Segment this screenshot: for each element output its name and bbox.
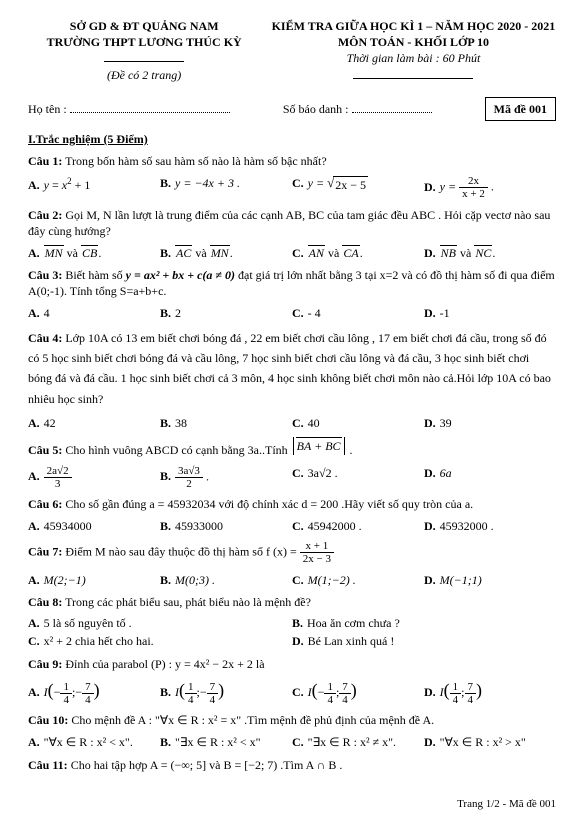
question-7: Câu 7: Điểm M nào sau đây thuộc đồ thị h…: [28, 540, 556, 587]
page-footer: Trang 1/2 - Mã đề 001: [28, 797, 556, 812]
dept: SỞ GD & ĐT QUẢNG NAM: [28, 18, 260, 34]
exam-header: SỞ GD & ĐT QUẢNG NAM TRƯỜNG THPT LƯƠNG T…: [28, 18, 556, 83]
header-left: SỞ GD & ĐT QUẢNG NAM TRƯỜNG THPT LƯƠNG T…: [28, 18, 260, 83]
section-title: I.Trắc nghiệm (5 Điểm): [28, 131, 556, 147]
sbd-field: Số báo danh :: [283, 101, 432, 117]
question-8: Câu 8: Trong các phát biểu sau, phát biể…: [28, 594, 556, 651]
subject: MÔN TOÁN - KHỐI LỚP 10: [271, 34, 556, 50]
exam-time: Thời gian làm bài : 60 Phút: [271, 50, 556, 66]
divider: [104, 61, 184, 62]
name-field: Họ tên :: [28, 101, 230, 117]
question-3: Câu 3: Biết hàm số y = ax² + bx + c(a ≠ …: [28, 267, 556, 322]
exam-code: Mã đề 001: [485, 97, 556, 121]
info-row: Họ tên : Số báo danh : Mã đề 001: [28, 97, 556, 121]
question-6: Câu 6: Cho số gần đúng a = 45932034 với …: [28, 496, 556, 534]
question-5: Câu 5: Cho hình vuông ABCD có cạnh bằng …: [28, 437, 556, 490]
divider: [353, 78, 473, 79]
question-9: Câu 9: Đỉnh của parabol (P) : y = 4x² − …: [28, 656, 556, 706]
question-2: Câu 2: Gọi M, N lần lượt là trung điểm c…: [28, 207, 556, 262]
question-11: Câu 11: Cho hai tập hợp A = (−∞; 5] và B…: [28, 757, 556, 773]
question-1: Câu 1: Trong bốn hàm số sau hàm số nào l…: [28, 153, 556, 200]
page-count: (Đề có 2 trang): [28, 67, 260, 83]
question-10: Câu 10: Cho mệnh đề A : "∀x ∈ R : x² = x…: [28, 712, 556, 750]
school: TRƯỜNG THPT LƯƠNG THÚC KỲ: [28, 34, 260, 50]
exam-title: KIỂM TRA GIỮA HỌC KÌ 1 – NĂM HỌC 2020 - …: [271, 18, 556, 34]
header-right: KIỂM TRA GIỮA HỌC KÌ 1 – NĂM HỌC 2020 - …: [271, 18, 556, 83]
question-4: Câu 4: Lớp 10A có 13 em biết chơi bóng đ…: [28, 328, 556, 432]
